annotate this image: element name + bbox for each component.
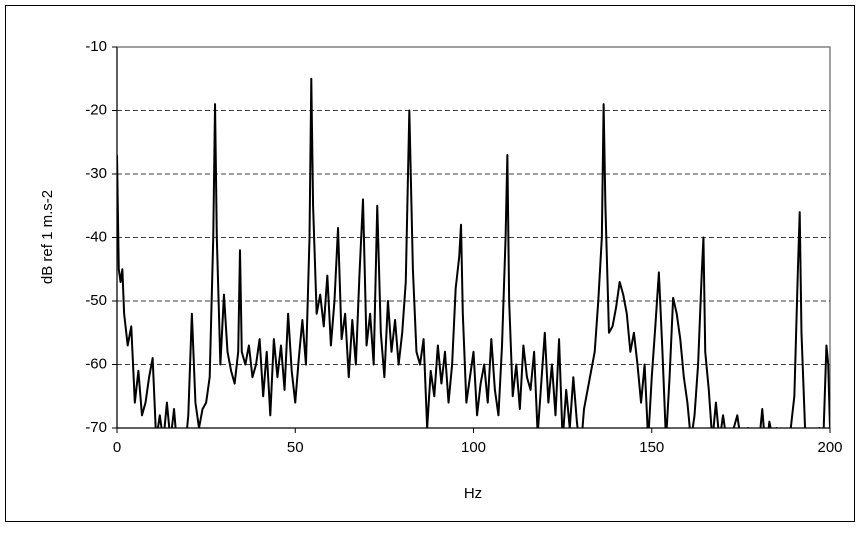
x-tick-label: 150	[639, 439, 664, 456]
y-tick-label: -40	[85, 228, 107, 245]
data-line	[117, 77, 830, 428]
y-tick-label: -10	[85, 38, 107, 55]
x-tick-label: 50	[287, 439, 304, 456]
x-tick-label: 200	[817, 439, 842, 456]
x-axis-label: Hz	[464, 485, 482, 502]
y-tick-label: -50	[85, 292, 107, 309]
y-tick-label: -70	[85, 419, 107, 436]
y-tick-label: -60	[85, 355, 107, 372]
y-tick-label: -30	[85, 165, 107, 182]
y-tick-label: -20	[85, 101, 107, 118]
x-tick-label: 100	[461, 439, 486, 456]
x-tick-label: 0	[113, 439, 121, 456]
chart-border	[5, 5, 855, 522]
y-axis-label: dB ref 1 m.s-2	[39, 190, 56, 284]
